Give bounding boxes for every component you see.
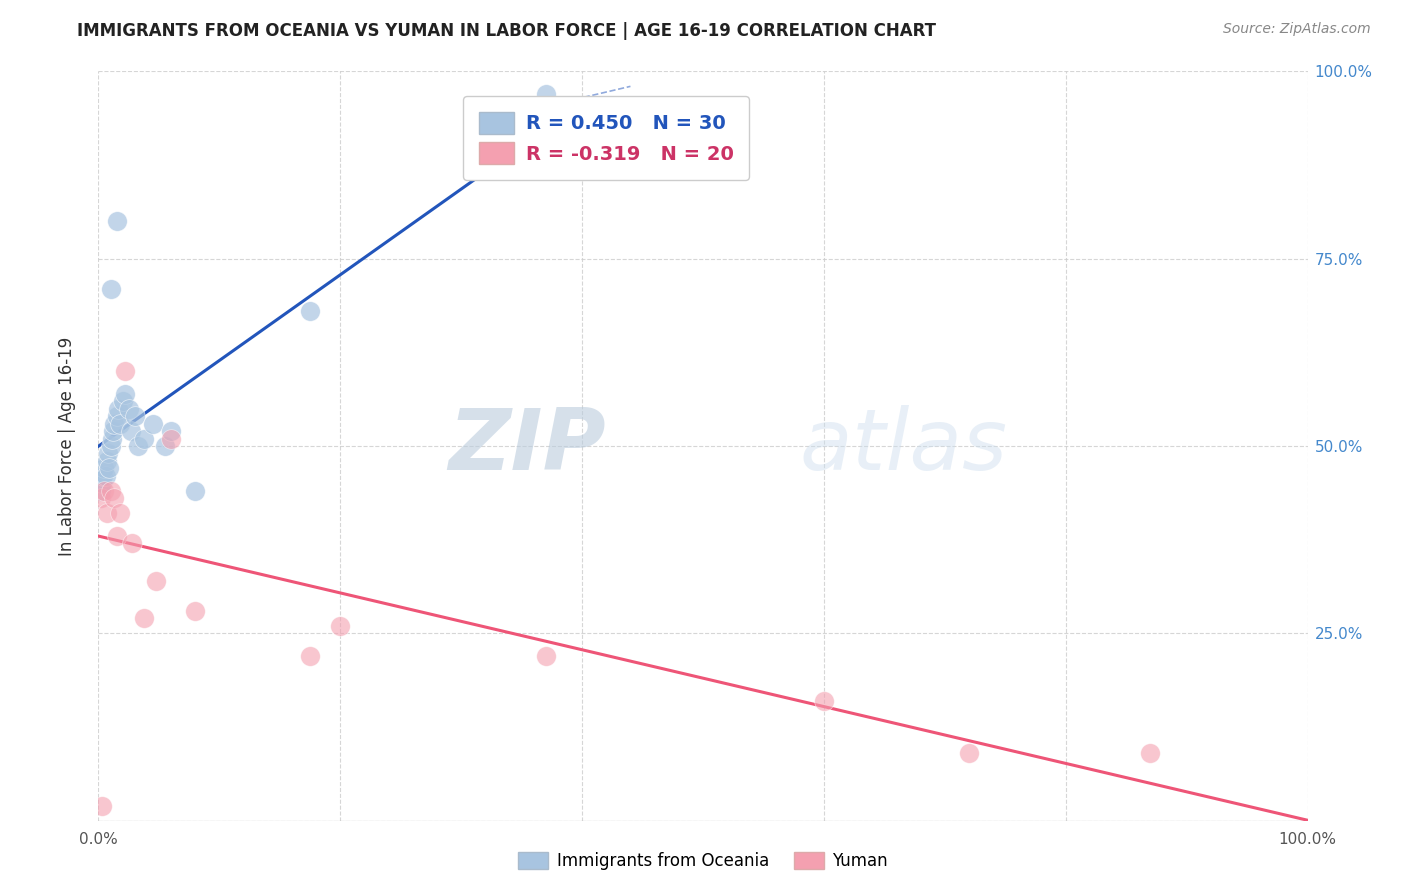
Point xyxy=(91,798,114,813)
Point xyxy=(142,417,165,431)
Point xyxy=(299,648,322,663)
Point xyxy=(105,214,128,228)
Legend: Immigrants from Oceania, Yuman: Immigrants from Oceania, Yuman xyxy=(512,845,894,877)
Point xyxy=(160,424,183,438)
Point xyxy=(96,454,118,468)
Point xyxy=(100,282,122,296)
Point xyxy=(101,424,124,438)
Text: Source: ZipAtlas.com: Source: ZipAtlas.com xyxy=(1223,22,1371,37)
Point xyxy=(100,432,122,446)
Point xyxy=(90,491,112,506)
Point xyxy=(813,694,835,708)
Point xyxy=(108,417,131,431)
Point xyxy=(91,469,114,483)
Point xyxy=(134,432,156,446)
Point xyxy=(299,304,322,318)
Point xyxy=(145,574,167,588)
Text: IMMIGRANTS FROM OCEANIA VS YUMAN IN LABOR FORCE | AGE 16-19 CORRELATION CHART: IMMIGRANTS FROM OCEANIA VS YUMAN IN LABO… xyxy=(77,22,936,40)
Point xyxy=(98,461,121,475)
Point xyxy=(100,439,122,453)
Point xyxy=(105,409,128,423)
Point xyxy=(1139,746,1161,760)
Point xyxy=(94,469,117,483)
Text: atlas: atlas xyxy=(800,404,1008,488)
Point xyxy=(134,611,156,625)
Point xyxy=(120,424,142,438)
Y-axis label: In Labor Force | Age 16-19: In Labor Force | Age 16-19 xyxy=(58,336,76,556)
Point xyxy=(114,364,136,378)
Point xyxy=(103,417,125,431)
Point xyxy=(111,394,134,409)
Point xyxy=(100,483,122,498)
Point xyxy=(184,483,207,498)
Point xyxy=(534,648,557,663)
Point xyxy=(127,439,149,453)
Point xyxy=(108,507,131,521)
Point xyxy=(90,483,112,498)
Point xyxy=(105,529,128,543)
Point xyxy=(124,409,146,423)
Point xyxy=(184,604,207,618)
Point xyxy=(103,491,125,506)
Point xyxy=(153,439,176,453)
Point xyxy=(534,87,557,101)
Point xyxy=(329,619,352,633)
Point xyxy=(160,432,183,446)
Point xyxy=(118,401,141,416)
Point xyxy=(957,746,980,760)
Point xyxy=(91,476,114,491)
Point xyxy=(114,386,136,401)
Point xyxy=(96,507,118,521)
Point xyxy=(93,483,115,498)
Point xyxy=(107,401,129,416)
Point xyxy=(97,446,120,460)
Text: ZIP: ZIP xyxy=(449,404,606,488)
Legend: R = 0.450   N = 30, R = -0.319   N = 20: R = 0.450 N = 30, R = -0.319 N = 20 xyxy=(464,96,749,180)
Point xyxy=(93,461,115,475)
Point xyxy=(121,536,143,550)
